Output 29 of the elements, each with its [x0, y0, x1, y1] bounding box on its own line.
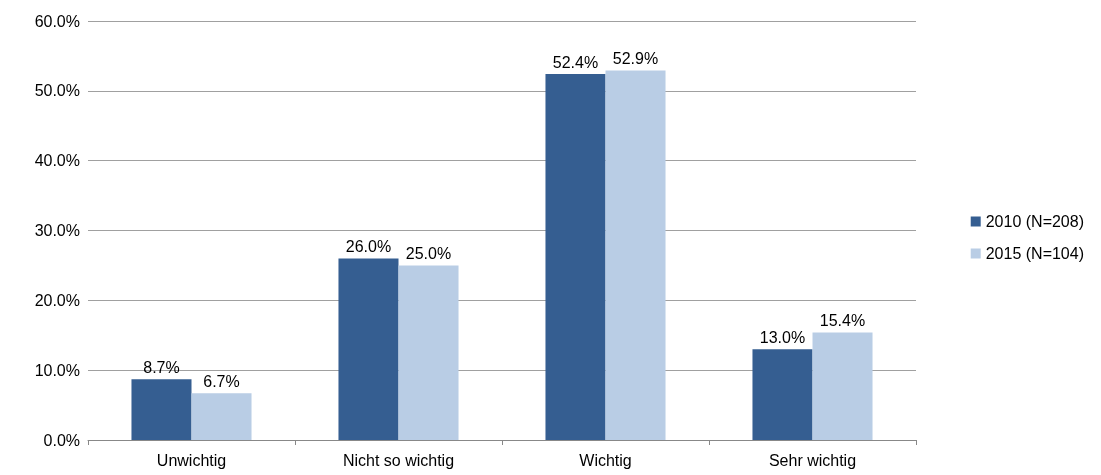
- x-tick-label: Nicht so wichtig: [342, 451, 455, 469]
- x-tick-label: Wichtig: [579, 451, 632, 469]
- y-tick-label: 0.0%: [43, 431, 80, 449]
- legend-label: 2010 (N=208): [985, 213, 1085, 230]
- y-tick-label: 30.0%: [34, 222, 80, 239]
- bar: [338, 258, 399, 440]
- data-label: 52.9%: [612, 50, 659, 68]
- data-label: 26.0%: [345, 237, 392, 255]
- data-label: 6.7%: [203, 372, 240, 390]
- y-tick-label: 40.0%: [34, 152, 80, 170]
- bar: [605, 70, 666, 440]
- bar: [191, 393, 252, 440]
- bar: [131, 379, 192, 440]
- data-label: 52.4%: [552, 53, 599, 71]
- y-tick-label: 10.0%: [34, 361, 80, 379]
- legend-label: 2015 (N=104): [985, 245, 1085, 262]
- data-label: 13.0%: [759, 328, 806, 346]
- y-tick-label: 60.0%: [34, 12, 80, 30]
- data-label: 8.7%: [143, 358, 180, 376]
- bar: [752, 349, 813, 440]
- y-tick-label: 50.0%: [34, 82, 80, 100]
- y-tick-label: 20.0%: [34, 291, 80, 309]
- data-label: 25.0%: [405, 244, 452, 262]
- bar: [812, 332, 873, 440]
- data-label: 15.4%: [819, 311, 866, 329]
- x-tick-label: Sehr wichtig: [768, 451, 857, 469]
- bar: [398, 265, 459, 440]
- x-tick-label: Unwichtig: [156, 451, 227, 469]
- bar: [545, 74, 606, 440]
